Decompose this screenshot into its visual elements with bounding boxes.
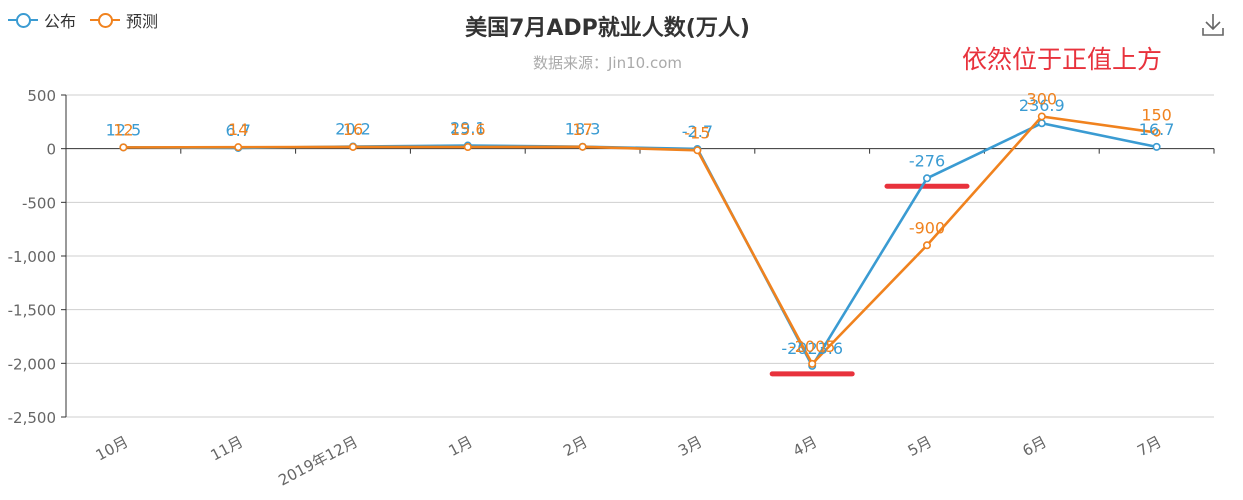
data-label-1-7: -900 xyxy=(909,218,945,237)
legend-item-published[interactable]: 公布 xyxy=(8,8,76,32)
legend-swatch-forecast xyxy=(90,12,121,28)
data-point-1-3 xyxy=(463,142,472,151)
chart-annotation: 依然位于正值上方 xyxy=(962,45,1163,74)
data-point-1-5 xyxy=(693,146,702,155)
data-label-1-8: 300 xyxy=(1027,89,1058,108)
data-point-1-8 xyxy=(1037,112,1046,121)
data-label-0-1: 6.7 xyxy=(225,121,250,140)
data-point-0-7 xyxy=(922,174,931,183)
x-tick-label: 6月 xyxy=(1020,433,1050,460)
legend-swatch-published xyxy=(8,12,38,28)
y-tick-label: -1,000 xyxy=(8,248,56,266)
x-tick-label: 5月 xyxy=(905,433,935,460)
x-tick-label: 11月 xyxy=(208,433,247,465)
chart-subtitle: 数据来源：Jin10.com xyxy=(533,54,682,72)
data-label-1-9: 150 xyxy=(1141,106,1172,125)
x-tick-label: 10月 xyxy=(93,433,132,465)
data-label-1-3: 15.6 xyxy=(450,120,486,139)
data-label-0-6: -2023.6 xyxy=(781,339,843,358)
y-tick-label: -2,500 xyxy=(8,409,56,427)
legend-label-forecast: 预测 xyxy=(126,12,159,31)
data-point-0-9 xyxy=(1152,142,1161,151)
data-label-1-0: 12 xyxy=(113,120,133,139)
x-tick-label: 3月 xyxy=(675,433,705,460)
chart-title: 美国7月ADP就业人数(万人) xyxy=(465,16,750,41)
x-tick-label: 4月 xyxy=(790,433,820,460)
y-tick-label: -500 xyxy=(22,194,56,212)
data-label-1-2: 16 xyxy=(343,120,363,139)
download-icon[interactable] xyxy=(1201,12,1225,38)
data-label-1-5: -15 xyxy=(684,123,710,142)
y-tick-label: 500 xyxy=(27,87,56,105)
data-point-1-4 xyxy=(578,142,587,151)
series-line-1 xyxy=(123,115,1157,367)
y-tick-label: -1,500 xyxy=(8,302,56,320)
data-label-0-9: 16.7 xyxy=(1139,120,1175,139)
legend-label-published: 公布 xyxy=(44,12,77,31)
data-label-0-4: 18.3 xyxy=(565,120,601,139)
data-label-1-1: 14 xyxy=(228,120,248,139)
data-label-0-8: 236.9 xyxy=(1019,96,1065,115)
data-label-0-2: 20.2 xyxy=(335,119,371,138)
data-label-0-0: 12.5 xyxy=(106,120,142,139)
data-point-0-8 xyxy=(1037,119,1046,128)
data-label-0-3: 29.1 xyxy=(450,119,486,138)
legend: 公布 预测 xyxy=(8,8,158,32)
data-label-1-4: 17 xyxy=(572,120,592,139)
data-label-0-5: -2.7 xyxy=(682,122,713,141)
data-point-1-9 xyxy=(1152,128,1161,137)
data-point-1-6 xyxy=(808,359,817,368)
y-tick-label: -2,000 xyxy=(8,355,56,373)
data-point-1-2 xyxy=(348,142,357,151)
data-label-0-7: -276 xyxy=(909,151,945,170)
x-tick-label: 1月 xyxy=(446,433,476,460)
data-point-1-0 xyxy=(119,143,128,152)
x-tick-label: 7月 xyxy=(1134,433,1164,460)
legend-item-forecast[interactable]: 预测 xyxy=(90,8,158,32)
x-tick-label: 2019年12月 xyxy=(275,433,361,490)
data-point-1-7 xyxy=(922,241,931,250)
x-tick-label: 2月 xyxy=(560,433,590,460)
data-point-1-1 xyxy=(234,143,243,152)
y-tick-label: 0 xyxy=(46,141,56,159)
data-label-1-6: -2005 xyxy=(789,337,836,356)
